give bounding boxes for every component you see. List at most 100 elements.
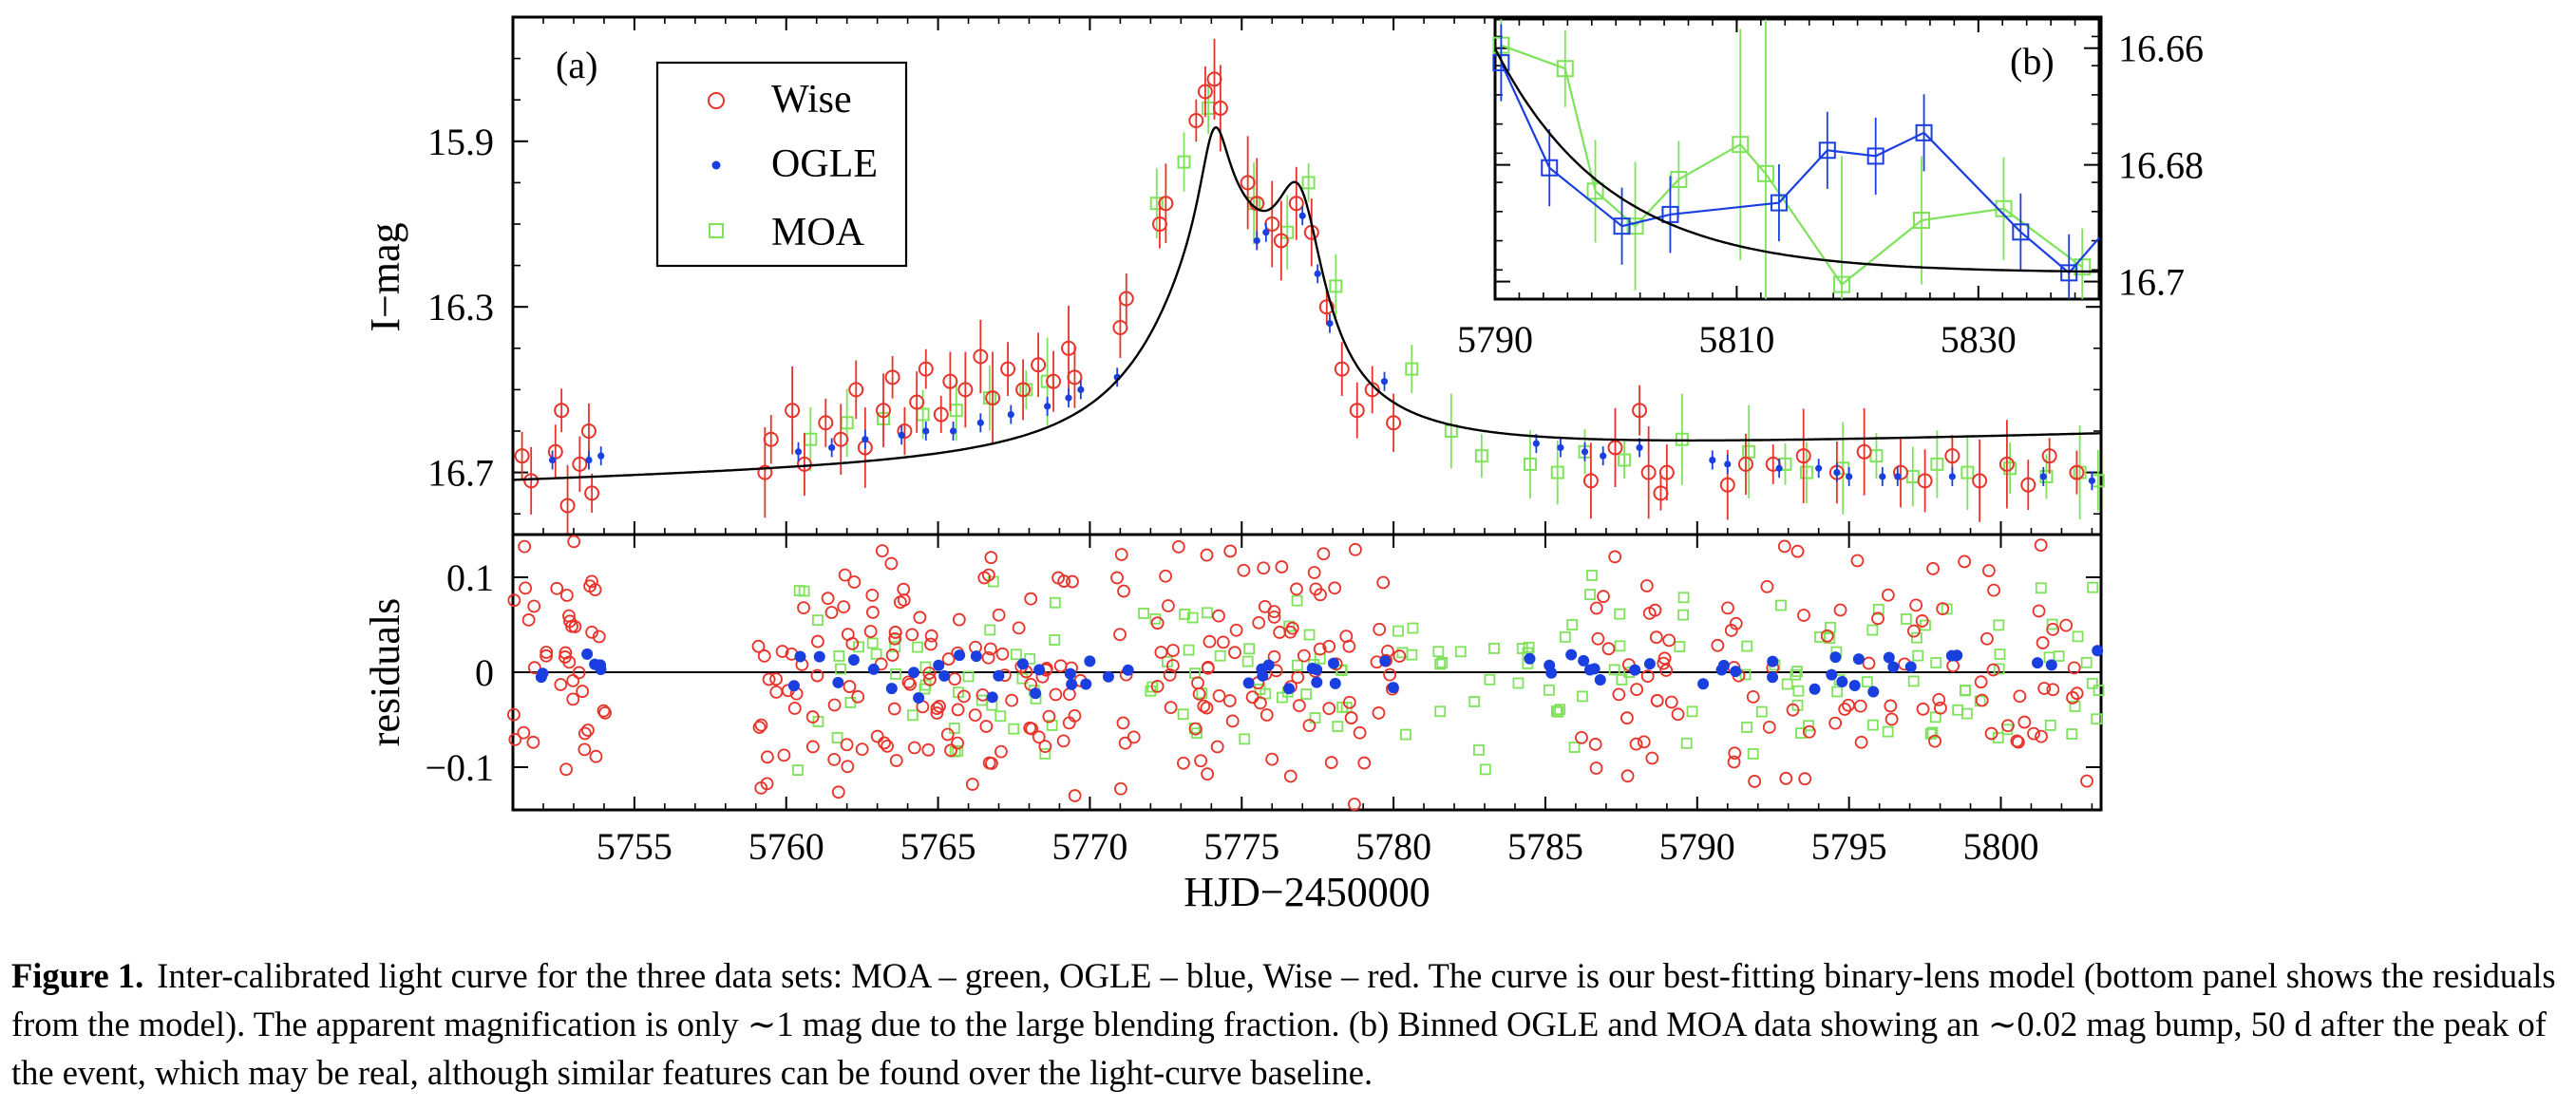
moa-point [1618,453,1632,467]
wise-residual [1909,598,1923,612]
moa-inset-point [1626,217,1644,235]
ogle-residual [581,648,594,660]
ogle-point [898,431,905,439]
wise-residual [981,568,995,582]
model-curve [513,125,2100,481]
wise-residual [810,634,824,648]
wise-residual [1188,722,1203,736]
wise-residual [827,753,842,766]
ogle-residual [1852,653,1865,666]
wise-residual [1640,669,1655,684]
ogle-residual [1030,687,1042,700]
wise-residual [1324,756,1338,769]
moa-residual [1791,666,1803,678]
wise-point [1118,291,1134,307]
wise-residual [1150,616,1165,630]
wise-point [523,473,540,489]
wise-residual [1118,736,1132,750]
wise-residual [1850,554,1865,568]
wise-residual [1291,670,1305,685]
wise-point [1632,403,1648,419]
wise-residual [2037,682,2052,695]
wise-residual [1127,730,1141,744]
ogle-point [1380,378,1389,385]
wise-residual [905,628,919,642]
ogle-inset-point [1492,54,1510,72]
wise-residual [889,754,903,767]
wise-residual [2066,690,2079,705]
ogle-residual [954,649,966,662]
ogle-point [1894,473,1902,480]
ogle-residual [1387,682,1399,694]
ogle-residual [1256,663,1268,675]
b-ytick-label: 16.7 [2118,261,2185,304]
wise-residual [1349,542,1362,556]
wise-residual [1253,696,1267,710]
wise-residual [1746,690,1760,704]
wise-residual [787,702,802,715]
wise-residual [870,729,884,743]
wise-residual [1194,754,1208,768]
moa-point [1550,465,1564,479]
wise-residual [851,689,865,704]
wise-residual [1032,730,1046,744]
moa-residual [1300,688,1313,700]
moa-residual [1872,603,1885,615]
wise-residual [1292,699,1306,713]
moa-residual [1434,705,1447,718]
x-tick-label: 5775 [1203,825,1279,868]
wise-residual [922,667,937,680]
moa-residual [1791,699,1804,711]
ogle-residual [1629,664,1641,676]
moa-residual [1186,611,1199,624]
moa-point [1869,449,1884,463]
wise-residual [1113,628,1127,642]
moa-residual [1214,649,1226,662]
wise-residual [1597,590,1610,604]
wise-residual [1068,708,1082,723]
ogle-residual [867,663,880,675]
x-tick-label: 5770 [1051,825,1127,868]
panel-residuals: 0.1 0 −0.1 5755 5760 5765 5770 5775 5780 5785 579… [362,533,2105,915]
moa-point [1329,279,1343,293]
wise-residual [578,726,592,741]
moa-point [1177,155,1191,169]
moa-residual [919,683,931,695]
ogle-residual [1311,664,1323,676]
wise-point [1893,464,1909,480]
ogle-point [1077,385,1085,393]
wise-residual [1353,725,1367,740]
wise-residual [981,650,995,665]
x-tick-label: 5790 [1659,825,1735,868]
wise-residual [1212,688,1226,703]
moa-residual [1677,592,1690,604]
moa-residual [1488,642,1500,654]
ogle-residual [993,669,1005,682]
ogle-residual [1730,666,1742,678]
wise-residual [824,606,839,619]
moa-inset-point [1833,275,1851,293]
wise-point [1046,373,1062,389]
moa-residual [1016,672,1029,685]
wise-residual [1313,642,1327,656]
moa-residual [906,709,919,722]
moa-point [1799,465,1813,479]
moa-residual [1550,705,1563,717]
x-axis-label: HJD−2450000 [1184,869,1430,915]
caption-label: Figure 1. [11,956,144,995]
wise-residual [1986,663,2000,677]
moa-residual [2087,581,2099,593]
wise-point [848,382,864,398]
moa-inset-point [1732,136,1750,154]
ogle-residual [1767,655,1779,667]
wise-residual [985,757,998,770]
wise-point [1917,473,1933,489]
moa-residual [1952,704,1964,716]
wise-residual [585,625,599,639]
x-tick-label: 5780 [1355,825,1431,868]
ogle-point [1326,320,1334,328]
wise-residual [1980,631,1994,646]
moa-point [1474,449,1488,463]
ogle-residual [970,650,982,663]
wise-residual [944,743,957,758]
